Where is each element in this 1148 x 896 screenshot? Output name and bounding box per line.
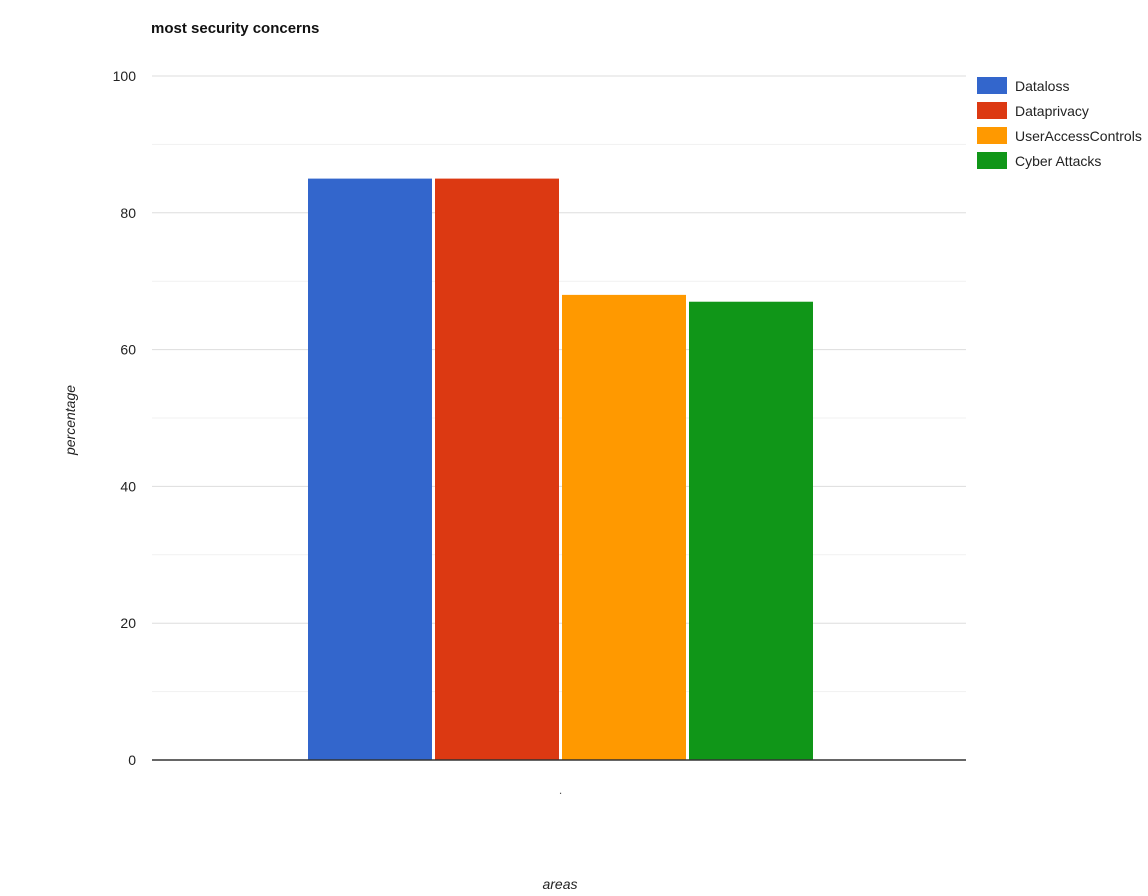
bar-cyber-attacks bbox=[689, 302, 813, 760]
legend-swatch bbox=[977, 77, 1007, 94]
legend-label: Dataprivacy bbox=[1015, 103, 1089, 119]
bars bbox=[308, 179, 813, 760]
legend-label: Dataloss bbox=[1015, 78, 1069, 94]
legend: Dataloss Dataprivacy UserAccessControls Cyb… bbox=[977, 77, 1142, 169]
y-tick-label: 0 bbox=[128, 752, 136, 768]
legend-label: Cyber Attacks bbox=[1015, 153, 1101, 169]
y-tick-label: 40 bbox=[120, 478, 136, 494]
legend-swatch bbox=[977, 152, 1007, 169]
x-tick-label: . bbox=[559, 783, 562, 797]
y-tick-label: 80 bbox=[120, 205, 136, 221]
legend-swatch bbox=[977, 127, 1007, 144]
y-tick-label: 60 bbox=[120, 342, 136, 358]
bar-useraccesscontrols bbox=[562, 295, 686, 760]
bar-dataloss bbox=[308, 179, 432, 760]
legend-label: UserAccessControls bbox=[1015, 128, 1142, 144]
y-tick-label: 100 bbox=[113, 68, 137, 84]
legend-swatch bbox=[977, 102, 1007, 119]
bar-dataprivacy bbox=[435, 179, 559, 760]
y-tick-label: 20 bbox=[120, 615, 136, 631]
